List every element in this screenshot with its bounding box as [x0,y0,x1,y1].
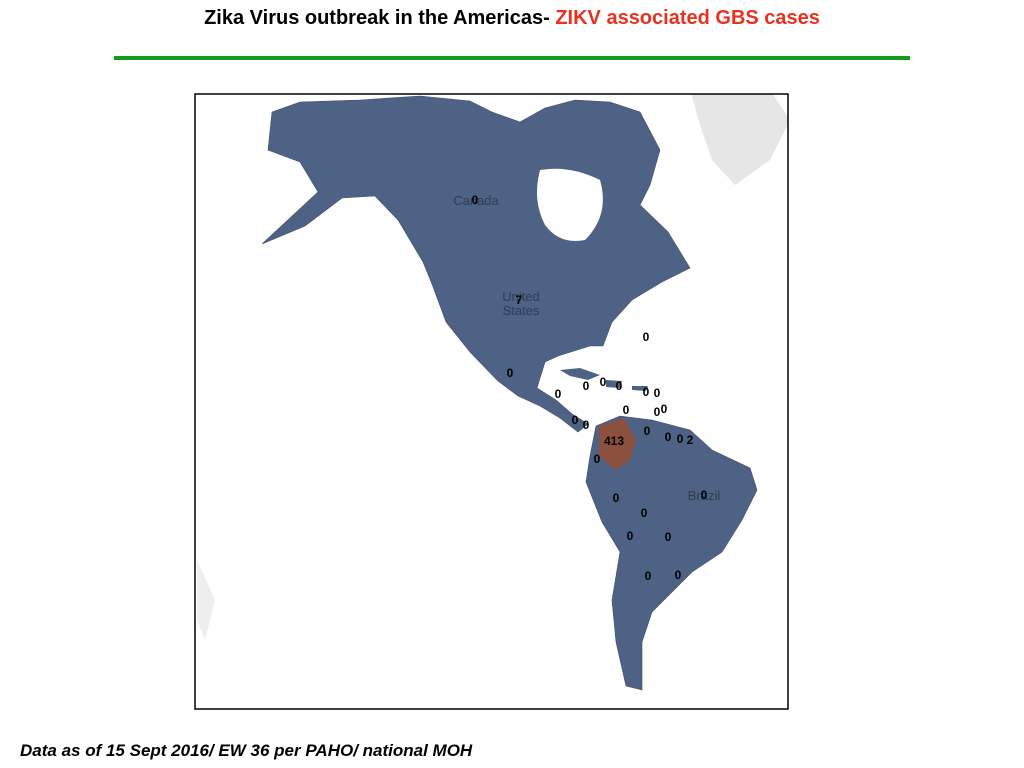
case-count: 0 [571,413,579,427]
case-count: 0 [640,506,648,520]
case-count: 0 [643,424,651,438]
case-count: 0 [660,402,668,416]
case-count: 0 [642,330,650,344]
case-count: 0 [471,193,479,207]
case-count: 0 [615,379,623,393]
colombia-highlight [599,418,636,470]
case-count: 0 [653,405,661,419]
title-text: Zika Virus outbreak in the Americas- [204,7,550,29]
country-label: United States [502,289,540,318]
case-count: 0 [612,491,620,505]
footer-note: Data as of 15 Sept 2016/ EW 36 per PAHO/… [20,741,473,760]
map-frame [194,93,789,710]
case-count: 0 [644,569,652,583]
case-count: 0 [626,529,634,543]
case-count: 0 [676,432,684,446]
case-count: 7 [515,293,523,307]
hudson-bay [536,168,603,241]
case-count: 0 [664,530,672,544]
case-count: 0 [664,430,672,444]
case-count: 0 [582,418,590,432]
country-label: Canada [453,193,499,208]
case-count: 0 [653,386,661,400]
case-count: 2 [686,433,694,447]
case-count: 0 [622,403,630,417]
land-fragment [197,560,215,640]
case-count: 0 [582,379,590,393]
case-count: 0 [674,568,682,582]
case-count: 0 [593,452,601,466]
case-count: 0 [700,488,708,502]
greenland [691,94,788,185]
case-count: 413 [603,434,625,448]
title-rule [114,56,910,60]
slide-title: Zika Virus outbreak in the Americas- ZIK… [150,4,874,32]
case-count: 0 [506,366,514,380]
case-count: 0 [642,385,650,399]
case-count: 0 [554,387,562,401]
south-america [585,415,758,691]
title-highlight: ZIKV associated GBS cases [555,7,820,29]
case-count: 0 [599,375,607,389]
caribbean-islands [560,368,648,391]
country-label: Brazil [687,488,721,503]
